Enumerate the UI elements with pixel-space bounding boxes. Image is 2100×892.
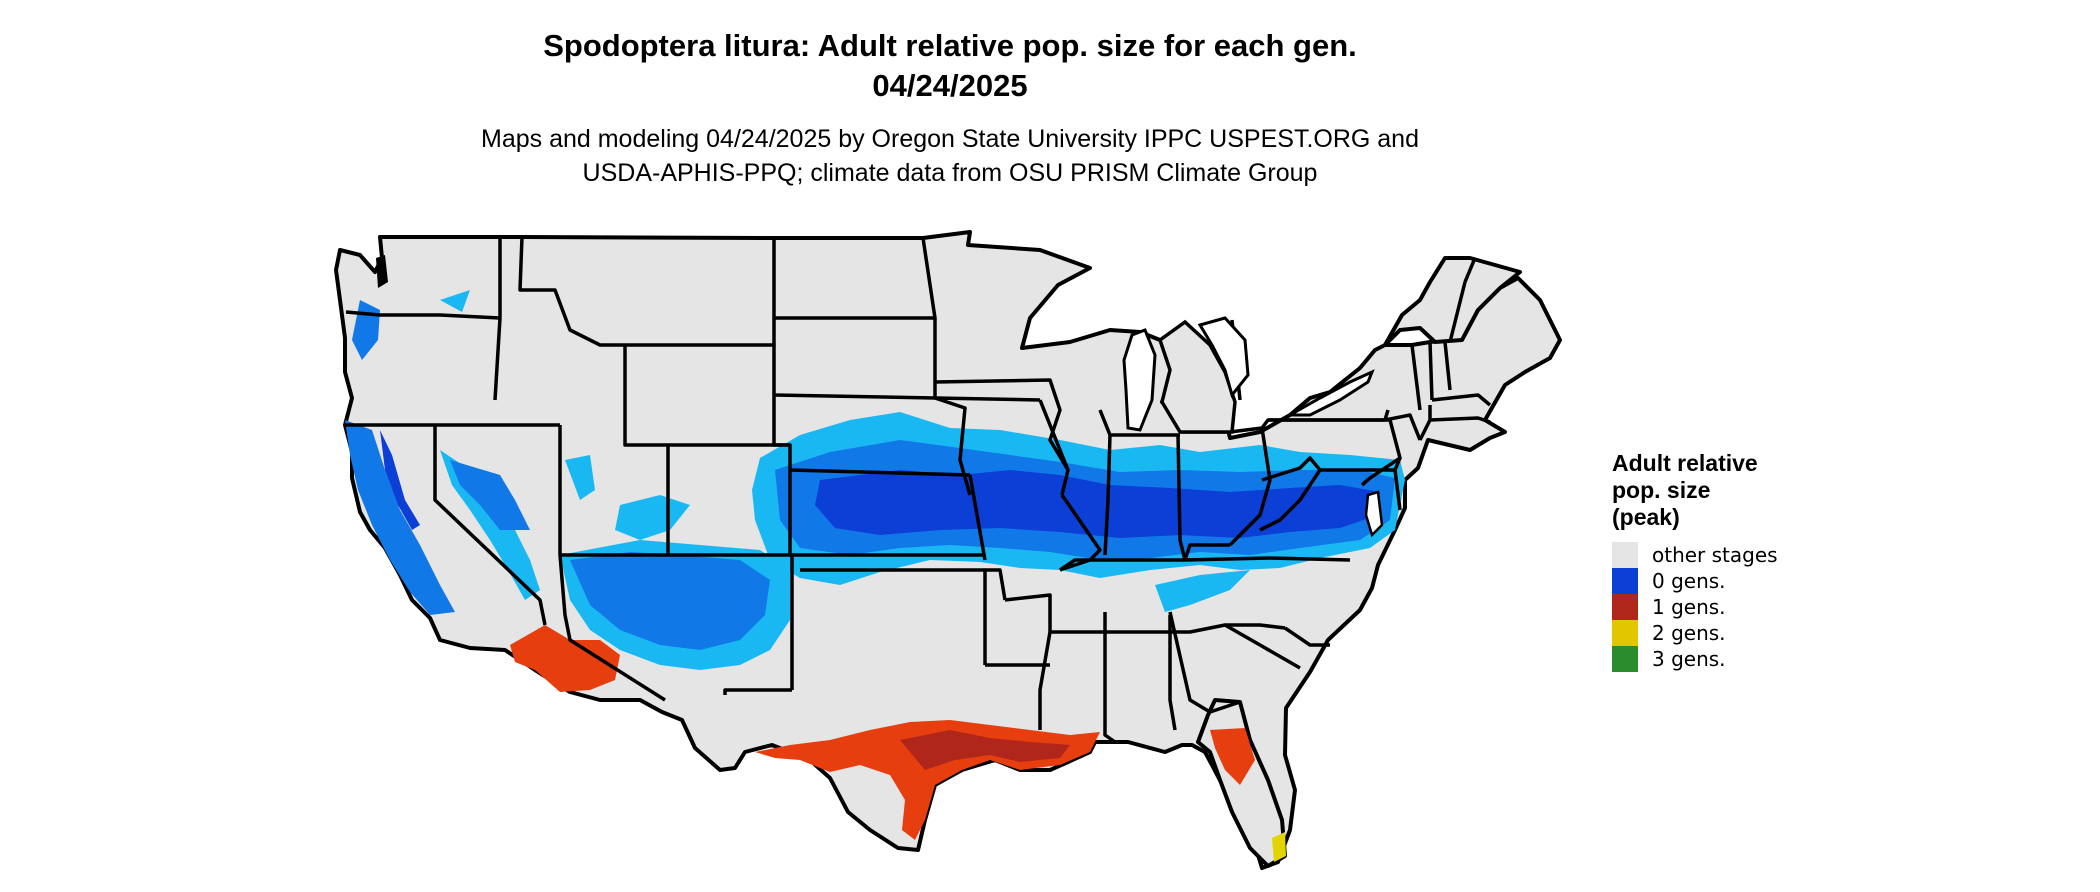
legend-label: other stages xyxy=(1652,543,1778,567)
legend-swatch xyxy=(1612,542,1638,568)
puget-sound xyxy=(376,255,388,288)
chesapeake-bay xyxy=(1364,490,1384,538)
legend-swatch xyxy=(1612,620,1638,646)
map-date: 04/24/2025 xyxy=(872,68,1028,103)
legend-label: 0 gens. xyxy=(1652,569,1726,593)
lake-erie xyxy=(1284,369,1375,417)
northeast-landmass xyxy=(1383,256,1522,347)
legend-swatch xyxy=(1612,646,1638,672)
zero-generation-zone xyxy=(752,412,1405,612)
lake-huron xyxy=(1197,316,1250,399)
legend-title-line-3: (peak) xyxy=(1612,504,1680,530)
two-generation-zone xyxy=(1272,832,1286,862)
map-credit-line-1: Maps and modeling 04/24/2025 by Oregon S… xyxy=(481,125,1419,153)
lake-michigan xyxy=(1122,328,1157,432)
legend-label: 1 gens. xyxy=(1652,595,1726,619)
legend-title-line-2: pop. size xyxy=(1612,477,1711,503)
legend-swatch xyxy=(1612,594,1638,620)
legend-label: 2 gens. xyxy=(1652,621,1726,645)
michigan-thumb xyxy=(1157,319,1237,434)
legend-label: 3 gens. xyxy=(1652,647,1726,671)
legend-title-line-1: Adult relative xyxy=(1612,450,1758,476)
map-credit-line-2: USDA-APHIS-PPQ; climate data from OSU PR… xyxy=(582,159,1318,187)
map-title: Spodoptera litura: Adult relative pop. s… xyxy=(543,28,1357,63)
legend-swatch xyxy=(1612,568,1638,594)
western-zero-generation-zone xyxy=(345,290,790,670)
one-generation-zone xyxy=(510,625,1255,840)
